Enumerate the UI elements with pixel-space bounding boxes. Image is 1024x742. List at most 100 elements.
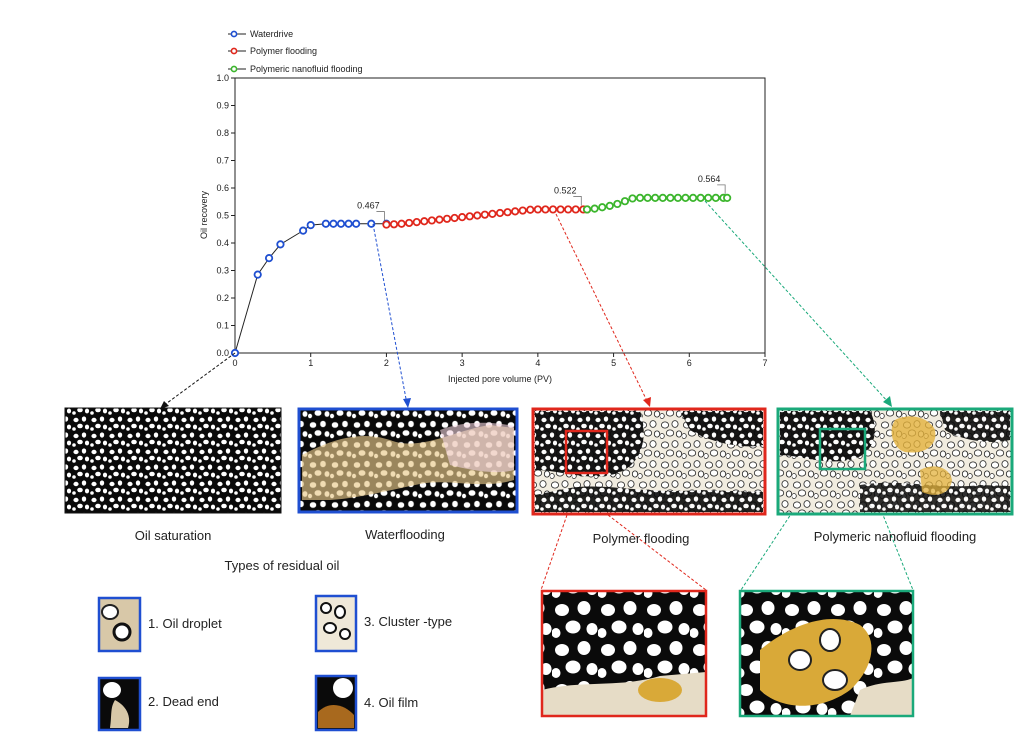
y-tick-label: 0.6 [216,183,229,193]
thumb-dead-end-grain [103,682,121,698]
arrowhead-nanofluid [883,396,892,407]
label-oil-film: 4. Oil film [364,695,418,710]
series-point-0 [276,240,285,249]
series-point-1 [533,205,542,214]
unswept-zone-polymer-3 [535,486,763,512]
caption-polymer-flooding: Polymer flooding [593,531,690,546]
series-point-1 [503,208,512,217]
x-tick-label: 5 [611,358,616,368]
series-point-2 [620,197,630,206]
thumb-cluster-1 [320,602,332,614]
series-point-2 [681,193,690,202]
legend-marker-waterdrive [230,30,238,38]
series-point-2 [628,194,637,203]
zoom-grain-3 [822,669,848,691]
series-point-2 [651,193,660,202]
unswept-zone-nanofluid [780,411,875,462]
series-point-2 [696,193,705,202]
y-tick-label: 0.3 [216,266,229,276]
unswept-zone-polymer [535,411,644,477]
series-point-2 [613,199,622,209]
series-point-1 [488,209,497,218]
series-point-2 [635,193,645,202]
y-tick-label: 0.0 [216,348,229,358]
series-point-1 [458,213,467,222]
series-point-1 [511,207,520,216]
x-tick-label: 0 [232,358,237,368]
legend-label-nanofluid: Polymeric nanofluid flooding [250,64,363,74]
zoom-residual-polymer [638,678,682,702]
series-point-1 [564,205,573,214]
series-point-2 [605,201,614,210]
series-point-0 [299,226,308,235]
legend-marker-polymer [230,47,238,55]
unswept-zone-nanofluid-3 [860,482,1010,512]
zoom-grain-1 [788,649,812,671]
series-layer [230,193,732,358]
caption-oil-saturation: Oil saturation [135,528,212,543]
series-point-0 [306,221,315,230]
panel-polymeric-nanofluid: Polymeric nanofluid flooding [776,407,1014,544]
panel-polymer-flooding: Polymer flooding [531,407,767,546]
series-point-1 [389,220,399,229]
series-line-0 [234,223,387,354]
series-point-2 [598,203,607,212]
series-point-2 [673,193,683,202]
series-point-0 [264,254,274,263]
label-cluster: 3. Cluster -type [364,614,452,629]
y-tick-label: 0.1 [216,321,229,331]
series-point-1 [571,205,580,214]
y-tick-label: 0.4 [216,238,229,248]
series-point-1 [442,214,452,223]
unswept-zone-nanofluid-2 [940,411,1010,442]
chart-legend: Waterdrive Polymer flooding Polymeric na… [228,29,363,74]
x-axis-ticks: 0 1 2 3 4 5 6 7 [232,353,768,368]
series-point-1 [420,217,429,226]
residual-oil-yellow-nanofluid [891,416,936,453]
series-point-1 [412,218,421,227]
frame-waterflooding [297,407,519,514]
panel-waterflooding: Waterflooding [297,407,519,542]
arrow-to-polymer [555,213,649,404]
y-tick-label: 0.7 [216,156,229,166]
caption-waterflooding: Waterflooding [365,527,445,542]
y-tick-label: 0.5 [216,211,229,221]
x-tick-label: 2 [384,358,389,368]
series-point-0 [321,219,330,228]
series-point-2 [658,193,667,202]
series-point-0 [344,219,353,228]
series-point-1 [548,205,558,214]
series-point-0 [336,219,346,228]
arrow-to-waterflooding [372,223,408,405]
zoom-swept-nanofluid [850,678,913,716]
oil-recovery-chart: 0.0 0.1 0.2 0.3 0.4 0.5 0.6 0.7 0.8 0.9 1.0 0 1 2 3 4 5… [199,73,768,384]
arrowhead-polymer [643,397,651,407]
thumb-oil-droplet-drop [112,622,132,642]
series-point-1 [450,213,459,223]
zoom-frame-nanofluid [738,589,915,718]
residual-oil-yellow-nanofluid-2 [920,466,952,495]
zoom-box-nanofluid [818,427,867,471]
x-tick-label: 6 [687,358,692,368]
series-point-1 [427,216,436,225]
residual-type-cluster: 3. Cluster -type [314,594,452,653]
thumb-cluster-2 [334,605,346,619]
series-point-0 [329,219,338,228]
annotation-leader [717,184,726,194]
y-axis-title: Oil recovery [199,190,209,239]
annotation-label: 0.564 [698,174,721,184]
series-point-1 [405,218,414,228]
annotation-label: 0.522 [554,185,577,195]
thumb-oil-film-layer [318,704,354,728]
series-point-0 [352,219,361,228]
series-point-0 [253,270,262,279]
series-point-1 [465,212,474,221]
series-point-2 [582,205,592,214]
zoom-grain-2 [819,628,841,652]
zoom-inset-polymer [540,589,708,718]
arrow-to-nanofluid [704,200,890,404]
zoom-line-nanofluid-left [740,469,821,591]
x-axis-title: Injected pore volume (PV) [448,374,552,384]
panel-oil-saturation: Oil saturation [64,407,282,543]
x-tick-label: 1 [308,358,313,368]
